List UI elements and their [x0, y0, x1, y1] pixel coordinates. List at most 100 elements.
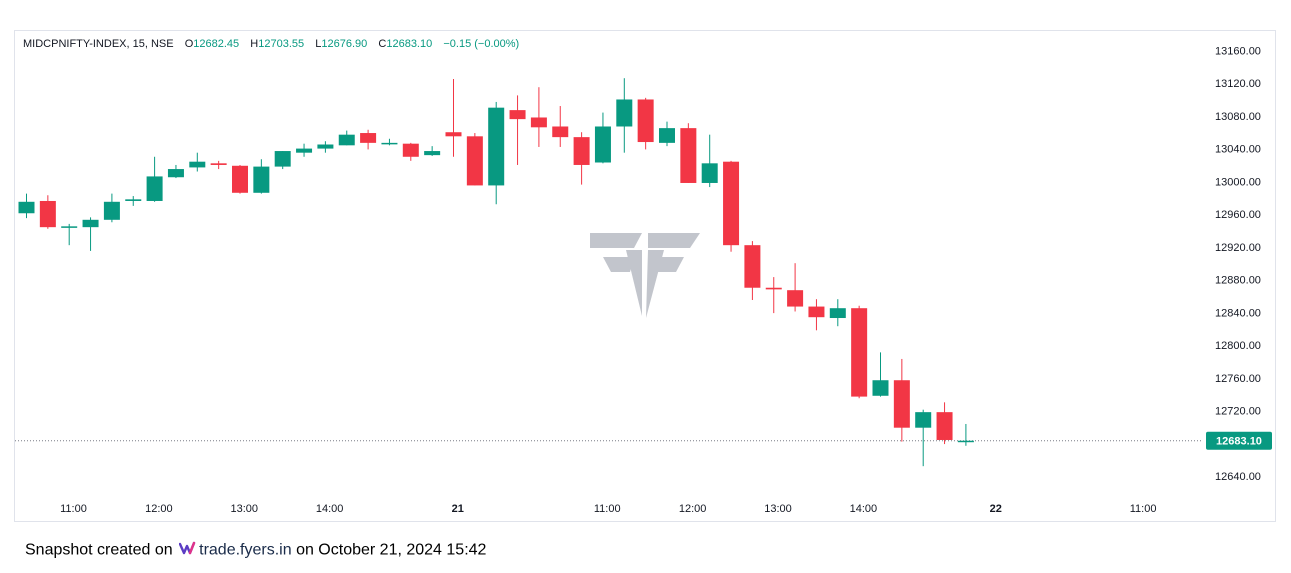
price-tick-label: 12960.00 — [1215, 209, 1261, 221]
candle — [808, 299, 825, 331]
candle — [530, 87, 547, 147]
candle-body — [296, 148, 313, 153]
legend-low-label: L — [315, 38, 322, 50]
candle-body — [680, 128, 697, 183]
price-axis[interactable]: 12640.0012680.0012720.0012760.0012800.00… — [1215, 45, 1261, 483]
time-tick-label: 13:00 — [764, 503, 792, 515]
candle — [851, 305, 868, 399]
time-tick-label: 11:00 — [1130, 503, 1157, 515]
candle — [594, 112, 611, 164]
candle — [957, 423, 974, 446]
legend-change: −0.15 (−0.00%) — [443, 38, 520, 50]
watermark-stem-left — [626, 250, 642, 316]
candle-body — [594, 126, 611, 163]
time-tick-label: 12:00 — [145, 503, 173, 515]
last-price-badge — [1206, 431, 1272, 450]
price-tick-label: 12640.00 — [1215, 471, 1261, 483]
candle — [39, 195, 56, 229]
candle — [146, 156, 163, 202]
price-tick-label: 12720.00 — [1215, 406, 1261, 418]
candle-body — [893, 380, 910, 428]
watermark-mid-left — [603, 257, 634, 272]
candle — [509, 95, 526, 165]
price-tick-label: 13080.00 — [1215, 111, 1261, 123]
candle-body — [829, 308, 846, 319]
price-tick-label: 13160.00 — [1215, 45, 1261, 57]
time-axis[interactable]: 11:00 12:00 13:00 14:00 21 11:00 12:00 13:00 14:… — [60, 503, 1156, 515]
candle — [61, 223, 78, 246]
legend-close-value: 12683.10 — [386, 38, 433, 50]
candle-body — [659, 128, 675, 143]
candle — [723, 160, 740, 252]
candle — [701, 134, 718, 188]
candle-body — [872, 380, 889, 396]
candle-body — [787, 290, 804, 307]
candle-body — [701, 163, 718, 183]
price-tick-label: 12840.00 — [1215, 307, 1261, 319]
legend-open-value: 12682.45 — [193, 38, 240, 50]
watermark-stem-right — [646, 250, 664, 318]
candle — [936, 402, 953, 445]
time-tick-label: 11:00 — [594, 503, 621, 515]
time-tick-label: 11:00 — [60, 503, 87, 515]
candle-body — [637, 99, 654, 143]
candle — [680, 123, 697, 183]
candle-body — [936, 412, 953, 440]
candle-body — [167, 169, 184, 178]
legend-open-label: O — [184, 38, 194, 50]
candle-body — [18, 201, 35, 214]
candle-body — [402, 143, 419, 157]
candle — [360, 129, 377, 150]
candle-body — [723, 161, 740, 246]
candle-body — [189, 161, 206, 168]
candle — [232, 164, 248, 194]
candle — [167, 164, 184, 179]
candle — [488, 101, 505, 205]
time-tick-label: 13:00 — [231, 503, 259, 515]
candle — [616, 78, 633, 153]
candle-body — [125, 199, 142, 201]
candle — [125, 196, 142, 206]
candle — [872, 352, 889, 397]
candle-body — [360, 133, 377, 143]
price-tick-label: 13000.00 — [1215, 176, 1261, 188]
candle-body — [616, 99, 633, 127]
candle-body — [466, 136, 483, 186]
candle — [552, 106, 569, 147]
candle — [296, 143, 313, 157]
legend-low-value: 12676.90 — [321, 38, 368, 50]
candle — [424, 146, 441, 156]
footer-prefix: Snapshot created on — [25, 541, 173, 559]
last-price-tag: 12683.10 — [1206, 431, 1272, 450]
candle-body — [445, 132, 462, 137]
candle — [787, 263, 804, 312]
legend-high-value: 12703.55 — [258, 38, 305, 50]
watermark-bar-right — [648, 233, 700, 248]
candle-body — [509, 110, 526, 120]
candle — [744, 241, 761, 301]
ohlc-legend: MIDCPNIFTY-INDEX, 15, NSE O12682.45 H127… — [23, 38, 519, 50]
footer-brand: trade.fyers.in — [199, 541, 292, 559]
price-tick-label: 13120.00 — [1215, 78, 1261, 90]
candle — [18, 193, 35, 219]
last-price-label: 12683.10 — [1216, 436, 1262, 448]
price-tick-label: 12800.00 — [1215, 340, 1261, 352]
candle — [637, 97, 654, 150]
candle-body — [39, 200, 56, 228]
candle-body — [274, 151, 291, 167]
legend-symbol: MIDCPNIFTY-INDEX, 15, NSE — [23, 38, 174, 50]
time-tick-label: 22 — [990, 503, 1002, 515]
fyers-logo-icon — [178, 541, 197, 560]
time-tick-label: 14:00 — [316, 503, 344, 515]
candle-body — [210, 163, 227, 165]
candle-body — [552, 126, 569, 138]
candle — [893, 358, 910, 442]
time-tick-label: 21 — [452, 503, 464, 515]
candle — [659, 121, 675, 147]
candle-body — [530, 117, 547, 128]
footer-suffix: on October 21, 2024 15:42 — [296, 541, 487, 559]
candle — [466, 133, 483, 186]
legend-high-label: H — [250, 38, 259, 50]
time-tick-label: 14:00 — [850, 503, 878, 515]
